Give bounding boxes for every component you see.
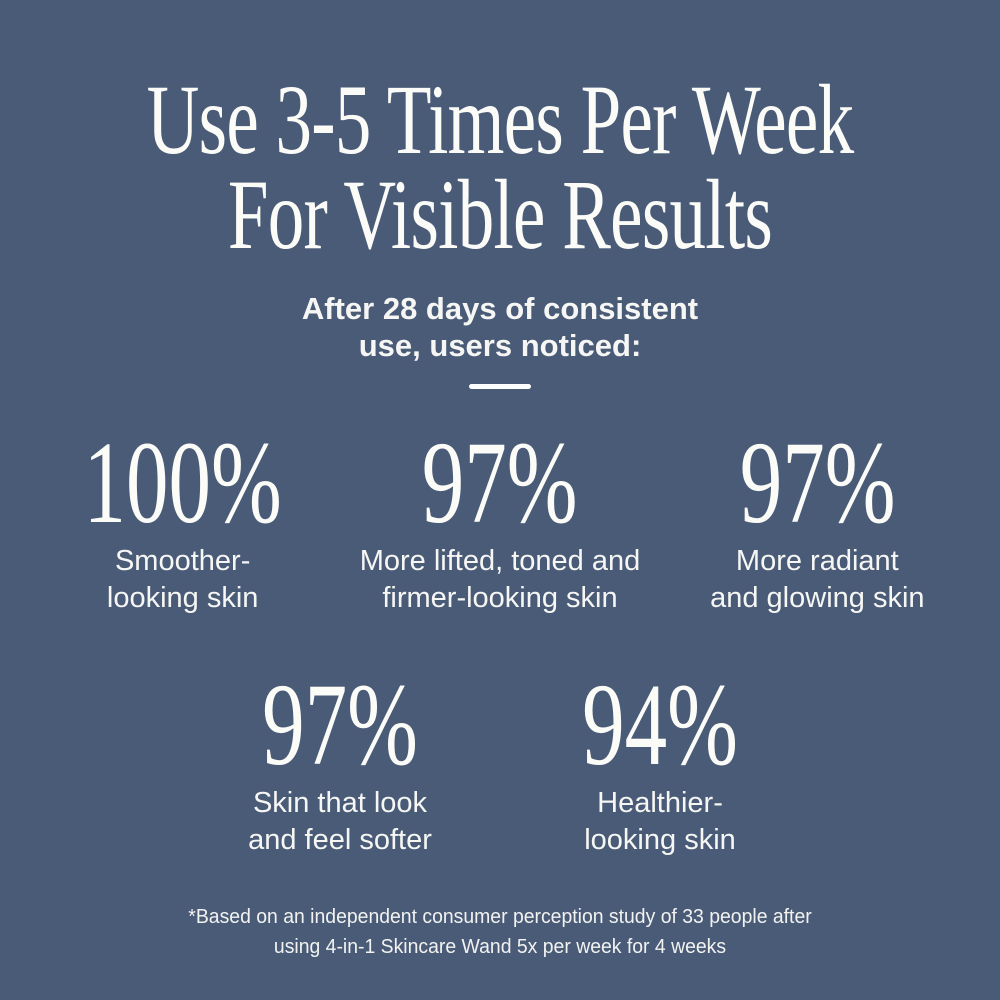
stat-label-line2: looking skin bbox=[106, 582, 259, 614]
stat-value: 94% bbox=[582, 659, 738, 790]
stat-radiant-glowing-skin: 97% More radiant and glowing skin bbox=[659, 417, 976, 617]
page-title-line1: Use 3-5 Times Per Week bbox=[146, 64, 854, 175]
stat-label-line1: Skin that look bbox=[252, 787, 428, 819]
study-footnote: *Based on an independent consumer percep… bbox=[15, 902, 985, 962]
stat-label-line2: and glowing skin bbox=[710, 582, 925, 614]
stat-value: 97% bbox=[422, 417, 578, 548]
stats-row-bottom: 97% Skin that look and feel softer 94% H… bbox=[180, 659, 820, 859]
stats-row-top: 100% Smoother- looking skin 97% More lif… bbox=[24, 417, 976, 617]
stat-label-line2: and feel softer bbox=[248, 824, 432, 856]
stat-label-line1: More radiant bbox=[735, 545, 899, 577]
stat-value: 97% bbox=[739, 417, 896, 548]
study-footnote-line2: using 4-in-1 Skincare Wand 5x per week f… bbox=[273, 936, 727, 958]
stat-label: Smoother- looking skin bbox=[24, 543, 341, 617]
page-title-line2: For Visible Results bbox=[227, 159, 773, 270]
stat-value: 100% bbox=[83, 417, 282, 548]
study-footnote-line1: *Based on an independent consumer percep… bbox=[188, 906, 812, 928]
stat-value: 97% bbox=[262, 659, 418, 790]
stat-label: Skin that look and feel softer bbox=[180, 785, 500, 859]
stat-smoother-skin: 100% Smoother- looking skin bbox=[24, 417, 341, 617]
page-title: Use 3-5 Times Per Week For Visible Resul… bbox=[0, 0, 1000, 270]
divider-rule bbox=[469, 384, 531, 389]
stat-healthier-skin: 94% Healthier- looking skin bbox=[500, 659, 820, 859]
stat-label: More lifted, toned and firmer-looking sk… bbox=[341, 543, 658, 617]
subheading-line1: After 28 days of consistent bbox=[301, 291, 699, 326]
stat-label-line2: firmer-looking skin bbox=[382, 582, 618, 614]
stat-label-line2: looking skin bbox=[584, 824, 736, 856]
stat-softer-skin: 97% Skin that look and feel softer bbox=[180, 659, 500, 859]
stat-label-line1: More lifted, toned and bbox=[359, 545, 641, 577]
subheading: After 28 days of consistent use, users n… bbox=[0, 290, 1000, 364]
stat-lifted-toned-skin: 97% More lifted, toned and firmer-lookin… bbox=[341, 417, 658, 617]
stat-label: More radiant and glowing skin bbox=[659, 543, 976, 617]
stat-label: Healthier- looking skin bbox=[500, 785, 820, 859]
stat-label-line1: Smoother- bbox=[114, 545, 251, 577]
stat-label-line1: Healthier- bbox=[597, 787, 723, 819]
subheading-line2: use, users noticed: bbox=[358, 328, 642, 363]
